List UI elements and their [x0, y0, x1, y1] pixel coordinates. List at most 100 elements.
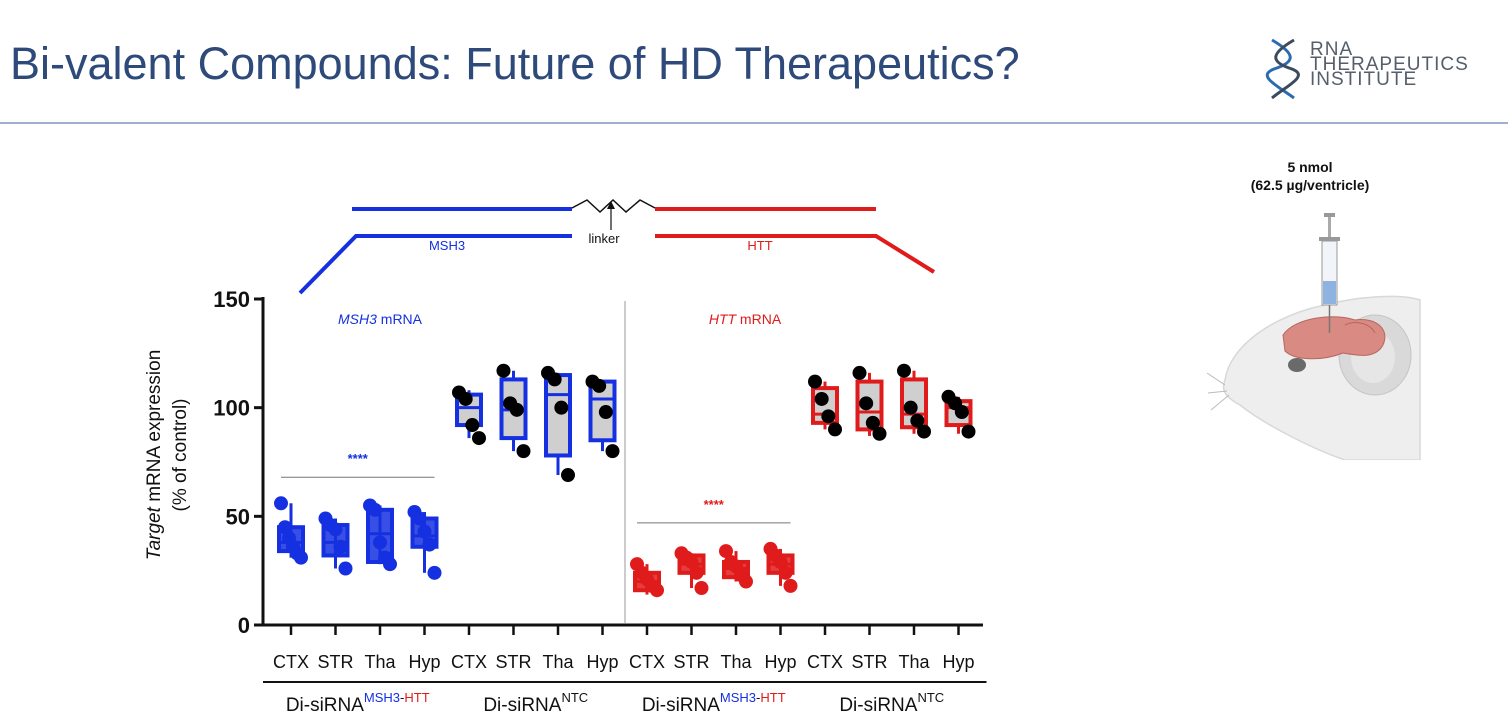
box-12	[808, 374, 842, 437]
htt-strand-bottom	[655, 234, 936, 274]
rna-therapeutics-logo: RNA THERAPEUTICS INSTITUTE	[1264, 38, 1500, 100]
x-tick-label: CTX	[451, 652, 487, 672]
data-point	[412, 511, 427, 526]
box-11	[763, 541, 798, 593]
data-point	[694, 581, 709, 596]
data-point	[897, 363, 911, 378]
x-tick-label: Hyp	[408, 652, 440, 672]
data-point	[465, 418, 480, 433]
y-axis-label-rest: mRNA expression	[144, 350, 165, 507]
dose-per-ventricle: (62.5 µg/ventricle)	[1250, 177, 1370, 193]
data-point	[427, 565, 442, 580]
box-5	[496, 363, 531, 459]
panel-labels: MSH3 mRNA HTT mRNA	[338, 311, 782, 327]
data-point	[516, 444, 531, 459]
logo-line-1: RNA	[1310, 39, 1354, 60]
group-label-sup-b: HTT	[404, 690, 429, 705]
box-10	[719, 544, 753, 589]
data-point	[417, 524, 432, 539]
group-label-base: Di-siRNA	[642, 695, 720, 716]
data-point	[808, 374, 822, 389]
box-3	[407, 504, 442, 580]
data-point	[814, 391, 829, 406]
panel-label-htt-rest: mRNA	[736, 311, 782, 327]
y-tick-label: 0	[238, 613, 250, 638]
logo-text: RNA THERAPEUTICS INSTITUTE	[1310, 39, 1469, 90]
data-point	[561, 468, 575, 483]
box-1	[318, 511, 353, 576]
x-tick-labels: CTX STR Tha Hyp CTX STR Tha Hyp CTX STR Tha Hyp CTX S…	[273, 652, 975, 672]
panel-label-msh3-rest: mRNA	[377, 311, 423, 327]
svg-text:Target mRNA expression: Target mRNA expression	[144, 350, 165, 561]
data-point	[821, 409, 836, 424]
data-point	[865, 415, 880, 430]
x-tick-label: Tha	[898, 652, 930, 672]
y-tick-label: 100	[213, 396, 250, 421]
msh3-strand-label: MSH3	[429, 238, 465, 253]
data-point	[294, 550, 308, 565]
data-point	[954, 405, 969, 420]
group-label-sup-sep: -	[756, 690, 760, 705]
group-label-sup-sep: -	[400, 690, 404, 705]
data-point	[509, 402, 524, 417]
x-tick-label: Tha	[364, 652, 396, 672]
data-point	[778, 565, 793, 580]
group-labels: Di-siRNAMSH3-HTT Di-siRNANTC Di-siRNAMSH3-…	[263, 681, 987, 716]
y-axis-label-italic: Target	[144, 506, 165, 560]
data-point	[338, 561, 353, 576]
box-0	[274, 496, 308, 565]
x-tick-label: Hyp	[764, 652, 796, 672]
slide-title: Bi-valent Compounds: Future of HD Therap…	[10, 38, 1020, 89]
logo-line-3: INSTITUTE	[1310, 69, 1418, 90]
data-point	[872, 426, 887, 441]
data-point	[472, 431, 486, 446]
panel-label-msh3-italic: MSH3	[338, 311, 377, 327]
group-label-sup-a: NTC	[561, 690, 588, 705]
box-6	[541, 365, 575, 483]
x-tick-label: Tha	[542, 652, 574, 672]
linker-arrowhead	[607, 201, 615, 209]
group-label-sup-a: MSH3	[364, 690, 400, 705]
significance-stars: ****	[704, 497, 725, 512]
x-tick-label: STR	[496, 652, 532, 672]
title-divider	[0, 122, 1508, 124]
box-13	[852, 365, 887, 441]
mouse-injection-illustration	[1205, 205, 1430, 460]
data-point	[373, 535, 387, 550]
data-point	[278, 520, 292, 535]
group-label-sup-b: HTT	[760, 690, 785, 705]
data-point	[773, 554, 788, 569]
logo-line-2: THERAPEUTICS	[1310, 54, 1469, 75]
group-label: Di-siRNAMSH3-HTT	[286, 690, 430, 716]
x-tick-label: STR	[674, 652, 710, 672]
box-2	[363, 498, 397, 572]
syringe-plunger-icon	[1324, 213, 1335, 217]
di-sirna-schematic: MSH3 linker HTT	[298, 198, 936, 295]
box-9	[674, 546, 709, 596]
data-point	[852, 365, 867, 380]
box-7	[585, 374, 620, 459]
y-tick-label: 150	[213, 287, 250, 312]
plot-area: **** ****	[274, 363, 976, 598]
data-point	[274, 496, 288, 511]
y-tick-label: 50	[226, 504, 250, 529]
data-point	[719, 544, 733, 559]
linker-zigzag	[571, 198, 656, 214]
x-tick-label: Hyp	[586, 652, 618, 672]
panel-label-htt: HTT mRNA	[709, 311, 782, 327]
group-label-base: Di-siRNA	[483, 695, 561, 716]
data-point	[684, 554, 699, 569]
y-axis-label-line2: (% of control)	[170, 399, 191, 512]
brain-icon	[1282, 316, 1386, 360]
data-point	[598, 405, 613, 420]
x-tick-label: CTX	[273, 652, 309, 672]
htt-strand-label: HTT	[747, 238, 772, 253]
x-tick-label: Tha	[720, 652, 752, 672]
group-label: Di-siRNAMSH3-HTT	[642, 690, 786, 716]
data-point	[422, 537, 437, 552]
data-point	[910, 413, 925, 428]
dose-amount: 5 nmol	[1287, 159, 1333, 175]
data-point	[554, 400, 569, 415]
dose-label: 5 nmol (62.5 µg/ventricle)	[1210, 158, 1410, 194]
data-point	[903, 400, 918, 415]
